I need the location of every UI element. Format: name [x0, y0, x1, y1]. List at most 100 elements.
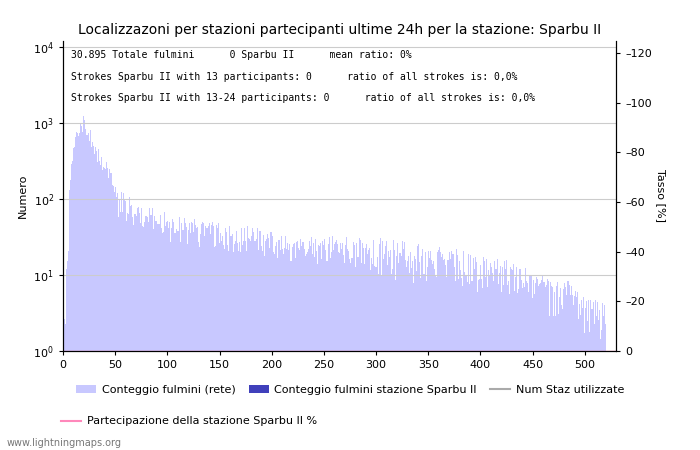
Bar — [373, 240, 374, 450]
Bar — [466, 275, 468, 450]
Bar — [245, 241, 246, 450]
Bar — [117, 193, 118, 450]
Bar — [584, 333, 585, 450]
Bar — [522, 288, 523, 450]
Bar — [440, 252, 441, 450]
Bar — [500, 292, 502, 450]
Bar — [470, 255, 472, 450]
Bar — [186, 227, 187, 450]
Bar — [445, 265, 447, 450]
Bar — [92, 146, 94, 450]
Bar — [248, 238, 249, 450]
Bar — [223, 244, 224, 450]
Bar — [198, 242, 200, 450]
Bar — [166, 222, 167, 450]
Bar — [510, 267, 511, 450]
Bar — [69, 190, 70, 450]
Bar — [351, 258, 353, 450]
Text: Strokes Sparbu II with 13 participants: 0      ratio of all strokes is: 0,0%: Strokes Sparbu II with 13 participants: … — [71, 72, 518, 81]
Bar — [480, 265, 481, 450]
Bar — [402, 249, 404, 450]
Bar — [66, 261, 68, 450]
Bar — [411, 268, 412, 450]
Bar — [146, 216, 147, 450]
Bar — [322, 241, 323, 450]
Bar — [224, 249, 225, 450]
Bar — [314, 257, 315, 450]
Bar — [390, 250, 391, 450]
Bar — [330, 252, 332, 450]
Bar — [421, 256, 423, 450]
Bar — [489, 275, 490, 450]
Bar — [340, 243, 341, 450]
Legend: Conteggio fulmini (rete), Conteggio fulmini stazione Sparbu II, Num Staz utilizz: Conteggio fulmini (rete), Conteggio fulm… — [71, 381, 629, 400]
Bar — [443, 260, 444, 450]
Bar — [74, 147, 75, 450]
Bar — [370, 270, 371, 450]
Bar — [600, 339, 601, 450]
Bar — [269, 248, 270, 450]
Bar — [561, 305, 562, 450]
Bar — [283, 254, 284, 450]
Bar — [260, 247, 262, 450]
Bar — [529, 274, 530, 450]
Y-axis label: Tasso [%]: Tasso [%] — [656, 169, 666, 222]
Bar — [486, 259, 487, 450]
Bar — [468, 254, 470, 450]
Bar — [172, 219, 173, 450]
Bar — [242, 245, 243, 450]
Bar — [576, 297, 577, 450]
Bar — [87, 135, 88, 450]
Bar — [538, 286, 539, 450]
Bar — [98, 148, 99, 450]
Bar — [527, 283, 528, 450]
Bar — [409, 273, 410, 450]
Bar — [103, 167, 104, 450]
Bar — [400, 256, 402, 450]
Bar — [439, 247, 440, 450]
Bar — [573, 305, 574, 450]
Bar — [598, 310, 600, 450]
Bar — [382, 241, 383, 450]
Y-axis label: Numero: Numero — [18, 174, 27, 218]
Bar — [118, 217, 119, 450]
Bar — [158, 225, 160, 450]
Bar — [251, 236, 253, 450]
Bar — [243, 241, 244, 450]
Bar — [414, 256, 415, 450]
Bar — [506, 261, 507, 450]
Bar — [75, 137, 76, 450]
Bar — [558, 314, 559, 450]
Bar — [271, 232, 272, 450]
Bar — [358, 256, 359, 450]
Bar — [101, 158, 102, 450]
Bar — [107, 168, 108, 450]
Bar — [459, 261, 460, 450]
Bar — [288, 250, 289, 450]
Bar — [375, 267, 377, 450]
Bar — [214, 247, 215, 450]
Bar — [318, 245, 319, 450]
Bar — [292, 247, 293, 450]
Text: 30.895 Totale fulmini      0 Sparbu II      mean ratio: 0%: 30.895 Totale fulmini 0 Sparbu II mean r… — [71, 50, 412, 60]
Bar — [230, 236, 232, 450]
Bar — [374, 266, 375, 450]
Bar — [589, 332, 590, 450]
Bar — [602, 303, 603, 450]
Bar — [349, 258, 351, 450]
Bar — [185, 223, 186, 450]
Bar — [505, 269, 506, 450]
Bar — [386, 242, 387, 450]
Bar — [441, 257, 442, 450]
Bar — [194, 220, 195, 450]
Bar — [410, 252, 411, 450]
Bar — [590, 300, 592, 450]
Bar — [268, 238, 269, 450]
Bar — [70, 180, 71, 450]
Bar — [170, 242, 171, 450]
Bar — [99, 161, 100, 450]
Bar — [476, 262, 477, 450]
Bar — [286, 249, 287, 450]
Bar — [603, 316, 604, 450]
Bar — [225, 228, 226, 450]
